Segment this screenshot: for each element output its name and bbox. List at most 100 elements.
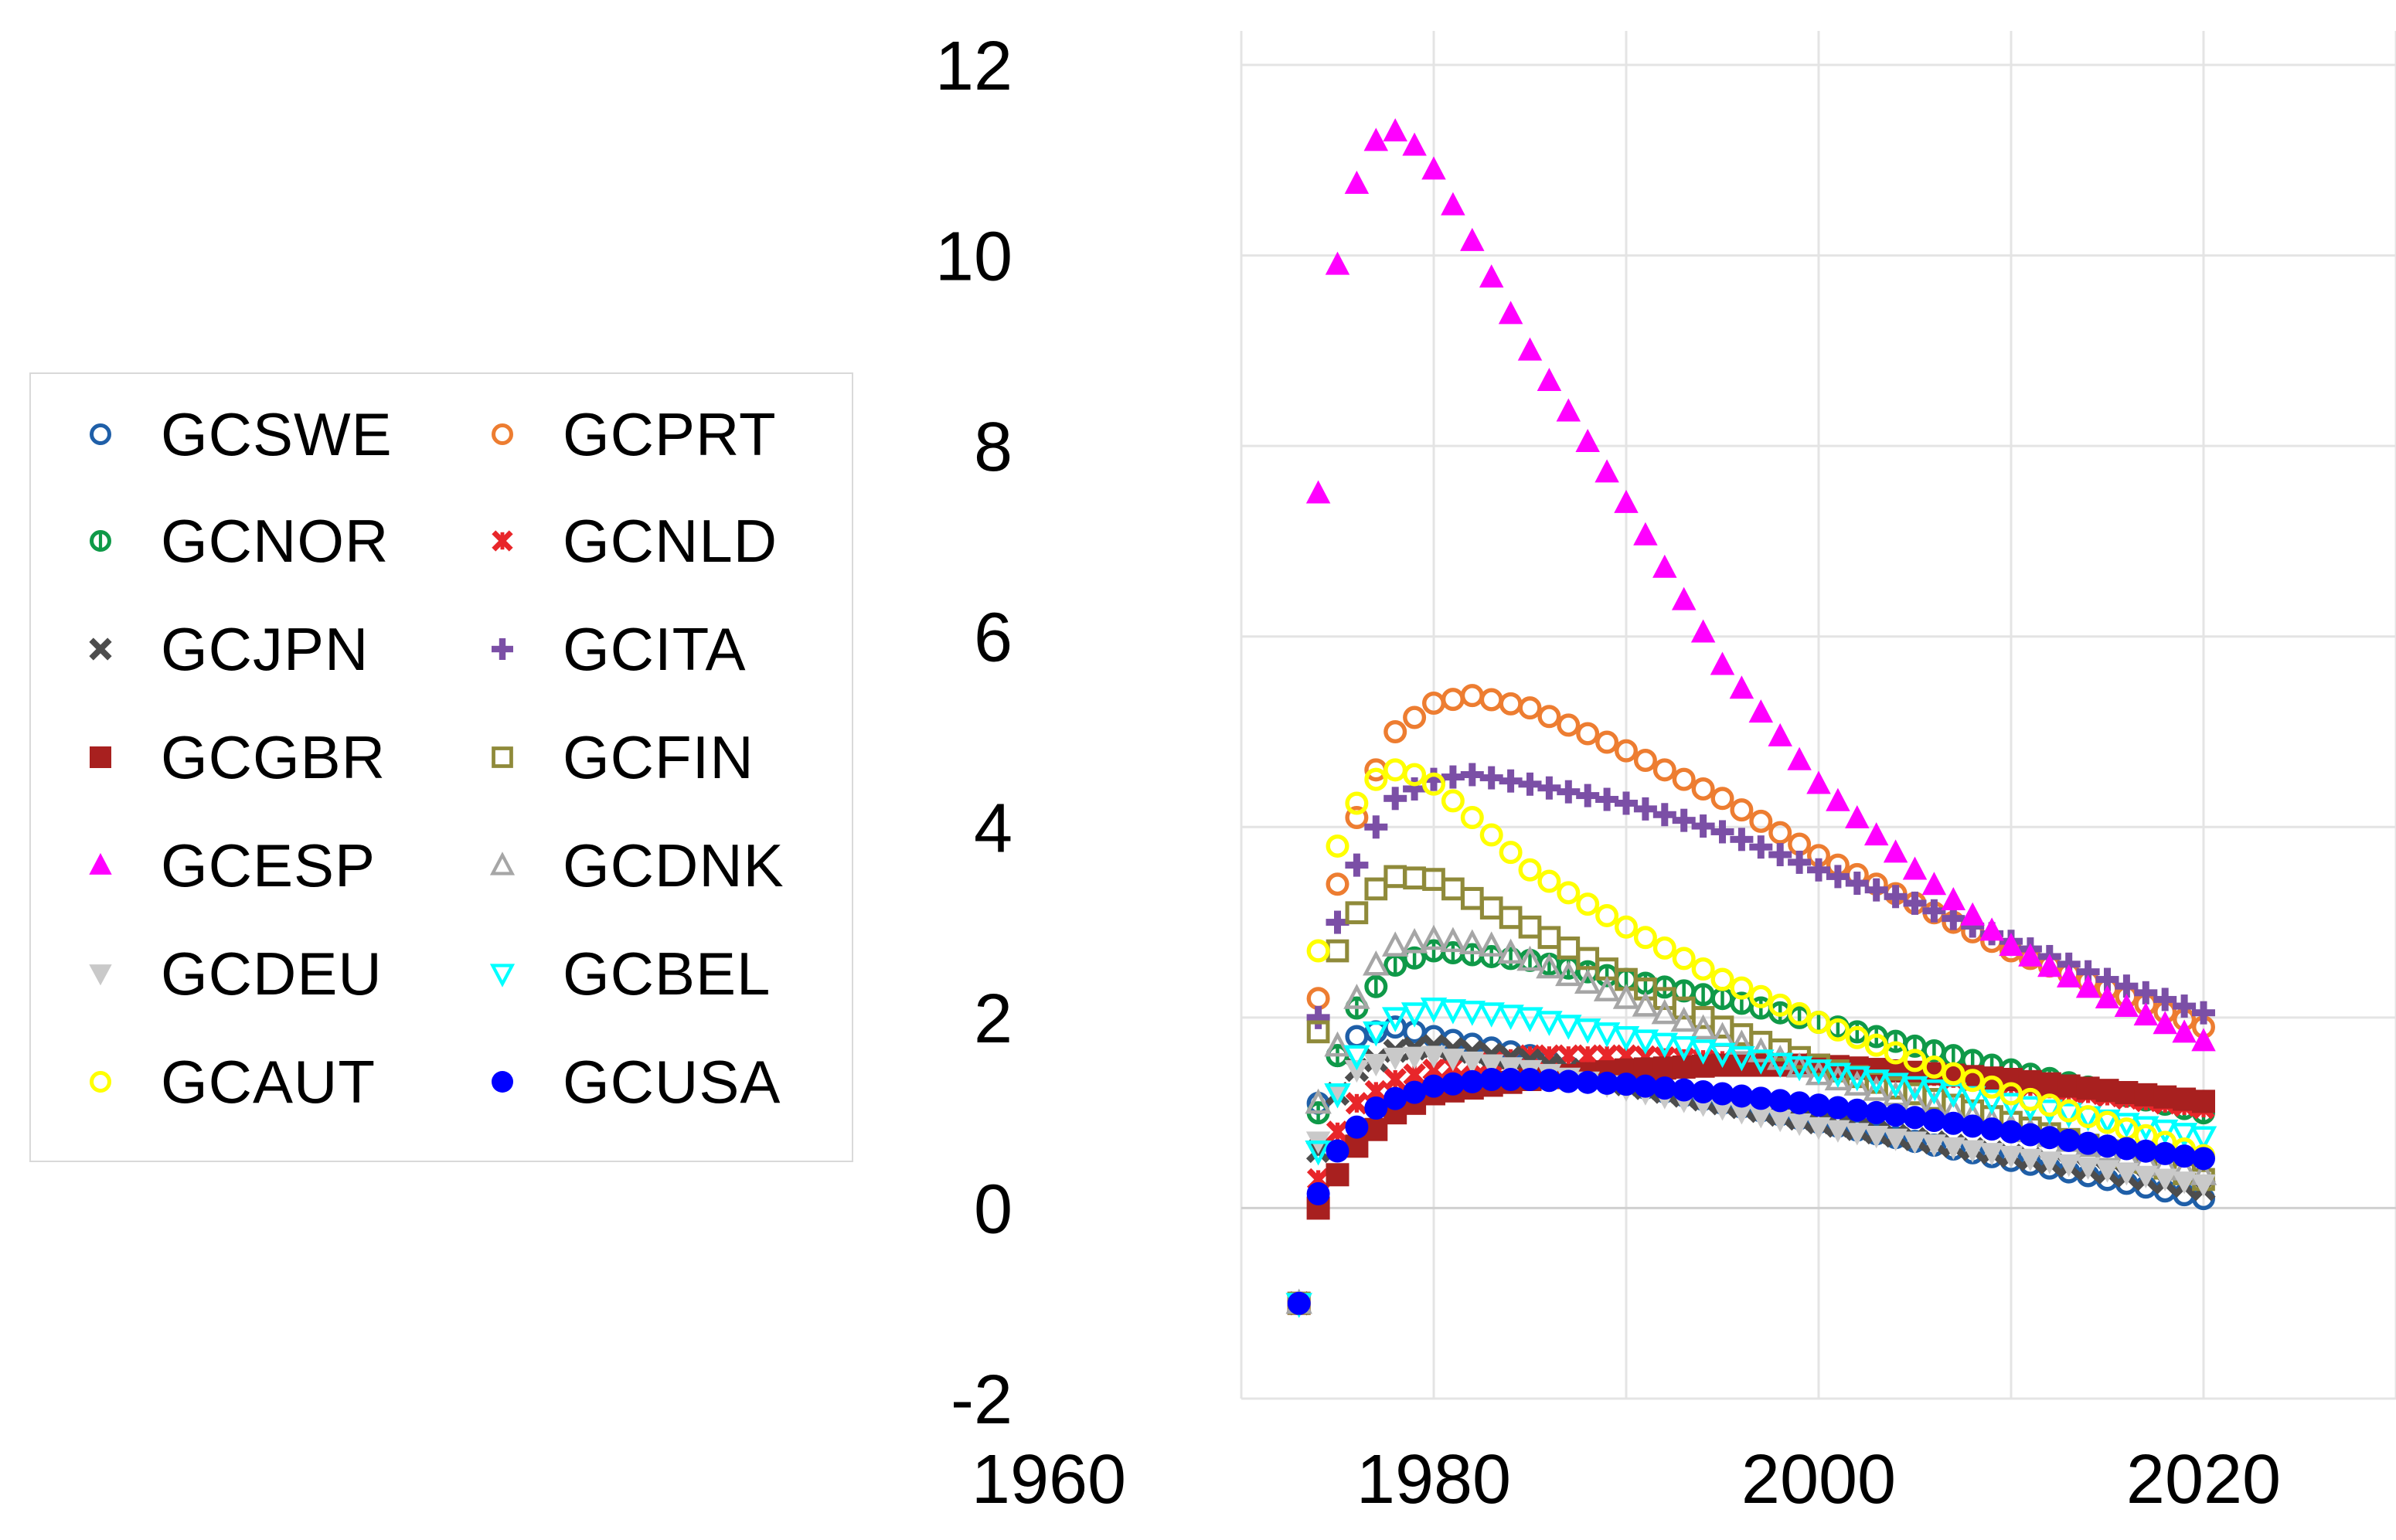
- data-point-gcusa-2011: [2018, 1123, 2042, 1147]
- data-point-gcbel-1983: [1478, 1002, 1505, 1028]
- data-point-gcusa-1998: [1768, 1089, 1792, 1113]
- data-point-gcusa-1981: [1441, 1072, 1465, 1096]
- data-point-gcaut-1993: [1672, 947, 1696, 971]
- data-point-gcprt-1994: [1691, 777, 1715, 801]
- data-point-gcita-1997: [1749, 835, 1773, 859]
- data-point-gcesp-1979: [1402, 132, 1427, 156]
- data-point-gcdeu-1995: [1710, 1098, 1735, 1121]
- data-point-gcdeu-2002: [1845, 1123, 1870, 1146]
- data-point-gcusa-1974: [1306, 1181, 1330, 1205]
- legend-item-gcgbr: GCGBR: [85, 723, 386, 791]
- data-point-gcaut-2009: [1980, 1075, 2004, 1099]
- legend-label-gcita: GCITA: [563, 614, 747, 683]
- data-point-gcdnk-1991: [1632, 991, 1659, 1017]
- data-point-gcprt-1982: [1460, 684, 1484, 708]
- data-point-gcesp-2015: [2095, 984, 2120, 1008]
- data-point-gcbel-2009: [1978, 1089, 2006, 1115]
- data-point-gcaut-1998: [1768, 993, 1792, 1017]
- data-point-gcfin-1974: [1306, 1020, 1330, 1044]
- data-point-gcusa-2001: [1826, 1096, 1850, 1120]
- data-point-gcdnk-1980: [1420, 924, 1448, 950]
- data-point-gcesp-1988: [1575, 428, 1600, 452]
- data-point-gcesp-1992: [1652, 554, 1677, 578]
- series-gcusa: [1287, 1067, 2215, 1315]
- data-point-gcita-1985: [1518, 772, 1542, 796]
- data-point-gcaut-1999: [1788, 1001, 1812, 1025]
- data-point-gcusa-2019: [2173, 1144, 2197, 1168]
- data-point-gcaut-2000: [1806, 1011, 1831, 1035]
- data-point-gcbel-1985: [1516, 1007, 1543, 1032]
- data-point-gcbel-2013: [2055, 1103, 2082, 1128]
- legend-symbol-gcusa: [492, 1071, 513, 1093]
- data-point-gcita-1988: [1576, 784, 1600, 807]
- data-point-gcdeu-2017: [2133, 1165, 2159, 1189]
- data-point-gcdeu-2020: [2191, 1174, 2216, 1198]
- data-point-gcbel-1994: [1690, 1039, 1717, 1065]
- data-point-gcusa-1980: [1422, 1074, 1445, 1098]
- data-point-gcesp-2019: [2172, 1019, 2197, 1043]
- data-point-gcbel-2020: [2190, 1126, 2217, 1152]
- data-point-gcbel-2004: [1882, 1073, 1909, 1098]
- legend-symbol-gcnld: [492, 530, 513, 552]
- data-point-gcnld-1975: [1326, 1120, 1349, 1144]
- data-point-gcita-1976: [1345, 853, 1369, 877]
- data-point-gcita-1974: [1306, 1005, 1330, 1029]
- data-point-gcusa-1983: [1479, 1067, 1503, 1091]
- data-point-gcusa-2016: [2115, 1137, 2139, 1161]
- data-point-gcbel-1977: [1363, 1021, 1390, 1047]
- axes: -2 0 2 4 6 8 10 12 1960 1980 2000 2020: [935, 28, 2396, 1518]
- data-point-gcprt-1988: [1576, 722, 1600, 746]
- data-point-gcesp-2009: [1979, 917, 2004, 941]
- legend-marker-gcjpn: [89, 637, 112, 661]
- data-point-gcdnk-1990: [1612, 984, 1640, 1009]
- data-point-gcprt-1992: [1652, 758, 1676, 782]
- data-point-gcita-1987: [1557, 780, 1581, 804]
- legend-marker-gcesp: [89, 852, 112, 875]
- data-point-gcprt-1989: [1595, 730, 1619, 754]
- data-point-gcita-1999: [1788, 850, 1812, 874]
- data-point-gcprt-1981: [1441, 688, 1465, 712]
- data-point-gcusa-2015: [2095, 1134, 2119, 1158]
- legend-symbol-gcaut: [90, 1071, 111, 1093]
- legend-item-gcdnk: GCDNK: [487, 831, 784, 899]
- data-point-gcaut-1986: [1537, 869, 1561, 893]
- legend-marker-gcnor: [90, 530, 111, 552]
- data-point-gcdeu-1978: [1383, 1047, 1407, 1071]
- data-point-gcbel-1981: [1439, 999, 1467, 1025]
- data-point-gcnor-1994: [1691, 983, 1715, 1007]
- data-point-gcesp-1987: [1556, 398, 1581, 422]
- data-point-gcita-1980: [1422, 767, 1445, 791]
- data-point-gcbel-1988: [1574, 1018, 1601, 1044]
- data-point-gcesp-1985: [1517, 337, 1543, 361]
- data-point-gcesp-2005: [1902, 856, 1928, 880]
- y-tick-label: 12: [935, 28, 1013, 105]
- data-point-gcusa-1986: [1537, 1069, 1561, 1093]
- data-point-gcnor-1991: [1633, 971, 1657, 995]
- data-point-gcita-2020: [2192, 1001, 2215, 1025]
- data-point-gcdnk-1982: [1458, 929, 1486, 955]
- data-point-gcusa-2017: [2134, 1139, 2158, 1163]
- data-point-gcesp-1974: [1305, 480, 1331, 504]
- data-point-gcaut-1990: [1614, 915, 1639, 939]
- data-point-gcusa-2014: [2076, 1131, 2100, 1155]
- data-point-gcita-2005: [1903, 891, 1927, 915]
- data-point-gcdeu-1980: [1421, 1045, 1446, 1069]
- y-tick-label: 2: [974, 981, 1013, 1058]
- data-point-gcdeu-1982: [1460, 1051, 1485, 1075]
- legend-label-gcdnk: GCDNK: [563, 831, 784, 899]
- data-point-gcusa-1993: [1672, 1078, 1696, 1102]
- data-point-gcesp-2017: [2133, 1002, 2159, 1026]
- legend-label-gcbel: GCBEL: [563, 939, 771, 1008]
- data-point-gcdnk-1992: [1651, 998, 1679, 1025]
- data-point-gcbel-2001: [1824, 1062, 1852, 1089]
- legend-symbol-gcnor: [90, 530, 111, 552]
- data-point-gcaut-1983: [1479, 823, 1503, 847]
- data-point-gcaut-1985: [1518, 858, 1542, 882]
- data-point-gcbel-1998: [1766, 1052, 1794, 1079]
- legend-label-gcfin: GCFIN: [563, 722, 754, 791]
- data-point-gcita-2003: [1864, 878, 1888, 902]
- data-point-gcita-2008: [1961, 914, 1985, 938]
- data-point-gcdeu-1977: [1363, 1053, 1389, 1077]
- data-point-gcdeu-1996: [1729, 1102, 1754, 1125]
- data-point-gcdeu-2005: [1902, 1131, 1928, 1154]
